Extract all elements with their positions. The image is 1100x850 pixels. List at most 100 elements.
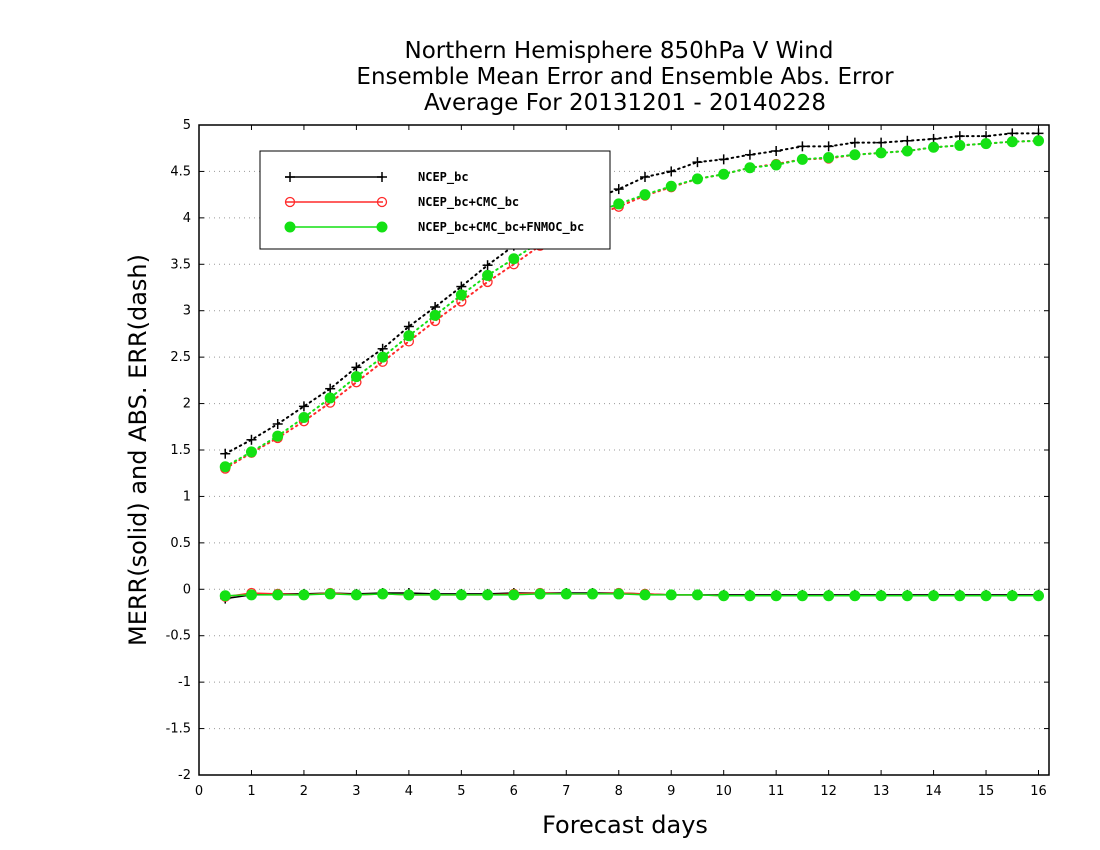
- abs-err-point: [901, 145, 913, 157]
- y-tick-label: -0.5: [166, 629, 191, 644]
- y-tick-label: 3.5: [170, 257, 191, 272]
- y-tick-label: 1.5: [170, 443, 191, 458]
- merr-point: [1033, 590, 1045, 602]
- abs-err-point: [272, 430, 284, 442]
- abs-err-point: [639, 172, 650, 182]
- x-tick-label: 1: [247, 784, 255, 799]
- abs-err-point: [666, 166, 677, 177]
- merr-point: [691, 589, 703, 601]
- y-tick-label: -1: [178, 675, 191, 690]
- merr-point: [639, 589, 651, 601]
- y-tick-label: 2: [183, 397, 191, 412]
- y-tick-label: 1: [183, 489, 191, 504]
- y-tick-label: 3: [183, 304, 191, 319]
- x-tick-label: 3: [352, 784, 360, 799]
- merr-point: [875, 590, 887, 602]
- legend-label: NCEP_bc+CMC_bc+FNMOC_bc: [418, 220, 584, 235]
- x-tick-label: 0: [195, 784, 203, 799]
- x-tick-label: 8: [615, 784, 623, 799]
- x-tick-label: 5: [457, 784, 465, 799]
- abs-err-point: [954, 139, 966, 151]
- plot-frame: [198, 124, 1050, 776]
- merr-point: [377, 588, 389, 600]
- legend-label: NCEP_bc: [418, 170, 469, 185]
- abs-err-point: [613, 184, 624, 195]
- abs-err-point: [1033, 135, 1045, 147]
- abs-err-point: [324, 392, 336, 404]
- abs-err-point: [298, 412, 310, 423]
- abs-err-point: [770, 159, 782, 171]
- chart-title: Northern Hemisphere 850hPa V Wind Ensemb…: [356, 38, 894, 116]
- merr-point: [744, 590, 756, 602]
- merr-point: [980, 590, 992, 602]
- merr-point: [298, 589, 310, 601]
- abs-err-point: [508, 253, 520, 265]
- abs-err-point: [692, 157, 703, 168]
- merr-point: [849, 590, 861, 602]
- abs-err-point: [823, 152, 835, 163]
- abs-err-point: [928, 141, 940, 153]
- abs-err-point: [771, 146, 782, 156]
- legend: NCEP_bc NCEP_bc+CMC_bc NCEP_bc+CMC_bc+FNMO…: [259, 150, 611, 250]
- chart-title-line-1: Northern Hemisphere 850hPa V Wind: [405, 38, 834, 64]
- abs-err-point: [403, 321, 414, 332]
- y-axis-label: MERR(solid) and ABS. ERR(dash): [124, 254, 152, 646]
- merr-point: [770, 590, 782, 602]
- grid-lines: [199, 170, 1049, 730]
- y-tick-label: 0.5: [170, 536, 191, 551]
- series-3: [219, 135, 1045, 602]
- y-tick-label: -2: [178, 768, 191, 783]
- abs-err-point: [403, 330, 415, 342]
- x-axis-label: Forecast days: [542, 811, 708, 839]
- y-tick-label: -1.5: [166, 722, 191, 737]
- abs-err-point: [298, 401, 309, 412]
- merr-point: [508, 589, 520, 601]
- x-tick-label: 10: [715, 784, 732, 799]
- x-tick-label: 4: [405, 784, 413, 799]
- y-tick-label: 4.5: [170, 164, 191, 179]
- merr-point: [482, 589, 494, 601]
- x-tick-label: 13: [873, 784, 890, 799]
- x-tick-label: 2: [300, 784, 308, 799]
- legend-box: [259, 150, 611, 250]
- legend-marker-start: [284, 221, 296, 233]
- abs-err-point: [954, 131, 965, 142]
- abs-err-point: [797, 141, 808, 152]
- abs-err-point: [718, 168, 730, 180]
- abs-err-point: [744, 149, 755, 160]
- merr-point: [665, 589, 677, 601]
- abs-err-point: [219, 461, 231, 473]
- merr-point: [954, 590, 966, 602]
- legend-marker-end: [376, 196, 388, 208]
- x-tick-label: 16: [1030, 784, 1047, 799]
- y-tick-label: 0: [183, 582, 191, 597]
- abs-err-point: [429, 309, 441, 321]
- y-tick-label: 5: [183, 118, 191, 133]
- x-tick-label: 11: [768, 784, 785, 799]
- x-tick-label: 9: [667, 784, 675, 799]
- abs-err-point: [902, 135, 913, 146]
- abs-err-point: [246, 434, 257, 445]
- merr-point: [1006, 590, 1018, 602]
- merr-point: [613, 588, 625, 600]
- y-tick-label: 2.5: [170, 350, 191, 365]
- abs-err-point: [876, 137, 887, 148]
- abs-err-point: [849, 137, 860, 148]
- abs-err-point: [1006, 136, 1018, 148]
- merr-point: [455, 589, 467, 601]
- merr-point: [272, 589, 284, 601]
- series-layer: [219, 128, 1045, 604]
- legend-entry-2: NCEP_bc+CMC_bc: [284, 195, 519, 210]
- merr-point: [350, 589, 362, 601]
- abs-err-point: [351, 362, 362, 373]
- merr-point: [587, 588, 599, 600]
- abs-err-point: [718, 154, 729, 165]
- merr-point: [928, 590, 940, 602]
- merr-point: [560, 588, 572, 600]
- merr-point: [718, 590, 730, 602]
- merr-point: [324, 588, 336, 600]
- abs-err-point: [272, 419, 283, 429]
- merr-point: [219, 590, 231, 602]
- y-tick-label: 4: [183, 211, 191, 226]
- chart-title-line-3: Average For 20131201 - 20140228: [424, 90, 826, 116]
